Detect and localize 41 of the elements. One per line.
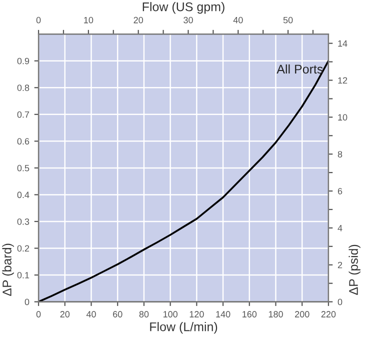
y-tick-label: 0.4 bbox=[17, 192, 30, 198]
x-tick-label: 20 bbox=[60, 311, 70, 318]
x-tick-label: 120 bbox=[190, 311, 204, 318]
y2-tick-label: 0 bbox=[338, 298, 342, 306]
x-tick-label: 140 bbox=[216, 311, 230, 318]
x-tick-label: 0 bbox=[36, 311, 41, 318]
x2-tick-label: 40 bbox=[233, 16, 243, 24]
y2-tick-label: 4 bbox=[338, 225, 342, 232]
x-tick-label: 60 bbox=[113, 311, 122, 318]
series-label: All Ports bbox=[276, 64, 323, 74]
y-tick-label: 0.3 bbox=[17, 218, 30, 225]
y2-axis-title: ΔP (psid) bbox=[348, 244, 360, 295]
y2-tick-label: 14 bbox=[338, 40, 348, 47]
x2-tick-label: 10 bbox=[84, 16, 94, 24]
x2-tick-label: 50 bbox=[283, 16, 293, 24]
x2-axis-title: Flow (US gpm) bbox=[142, 2, 224, 14]
y2-tick-label: 10 bbox=[338, 114, 348, 121]
y-axis-title: ΔP (bard) bbox=[2, 244, 14, 296]
x-tick-label: 220 bbox=[321, 311, 336, 318]
x2-tick-label: 0 bbox=[36, 16, 41, 24]
y-tick-label: 0.6 bbox=[17, 138, 30, 145]
x2-tick-label: 20 bbox=[134, 16, 144, 24]
y-tick-label: 0 bbox=[24, 298, 30, 306]
y-tick-label: 0.5 bbox=[17, 164, 30, 172]
y2-tick-label: 12 bbox=[338, 77, 348, 84]
y2-tick-label: 8 bbox=[338, 151, 342, 158]
x-tick-label: 200 bbox=[295, 311, 310, 318]
x-tick-label: 80 bbox=[139, 311, 149, 318]
x-tick-label: 100 bbox=[163, 311, 178, 318]
y2-tick-label: 6 bbox=[338, 188, 342, 194]
x-axis-title: Flow (L/min) bbox=[150, 322, 218, 334]
y-tick-label: 0.2 bbox=[17, 245, 30, 252]
x-tick-label: 180 bbox=[268, 311, 283, 318]
y2-tick-label: 2 bbox=[338, 262, 342, 268]
y-tick-label: 0.8 bbox=[17, 84, 30, 91]
y-tick-label: 0.9 bbox=[17, 58, 30, 64]
x-tick-label: 160 bbox=[242, 311, 257, 318]
x2-tick-label: 30 bbox=[184, 16, 193, 24]
y-tick-label: 0.7 bbox=[17, 111, 30, 118]
x-tick-label: 40 bbox=[86, 311, 96, 318]
y-tick-label: 0.1 bbox=[17, 272, 30, 278]
